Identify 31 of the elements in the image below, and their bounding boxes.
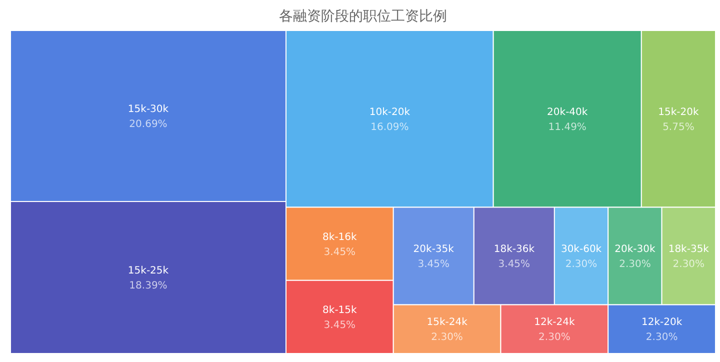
data-label: 20.69%	[129, 119, 168, 130]
data-label: 16.09%	[370, 122, 409, 133]
category-label: 18k-36k	[494, 244, 535, 255]
data-label: 2.30%	[619, 258, 651, 270]
category-label: 20k-35k	[413, 244, 454, 255]
category-label: 12k-20k	[641, 317, 682, 328]
category-label: 8k-16k	[322, 232, 358, 243]
data-label: 5.75%	[662, 122, 694, 133]
category-label: 18k-35k	[668, 244, 710, 255]
data-label: 2.30%	[565, 258, 598, 270]
category-label: 15k-20k	[658, 106, 699, 118]
category-label: 30k-60k	[560, 244, 602, 255]
data-label: 11.49%	[548, 122, 586, 133]
data-label: 3.45%	[324, 246, 356, 258]
data-label: 2.30%	[672, 258, 705, 270]
text: 各融资阶段的职位工资比例	[279, 8, 447, 24]
data-label: 3.45%	[418, 258, 450, 270]
category-label: 20k-30k	[614, 244, 656, 255]
data-label: 3.45%	[498, 258, 530, 270]
category-label: 12k-24k	[534, 317, 575, 328]
category-label: 8k-15k	[322, 304, 358, 316]
category-label: 15k-30k	[128, 104, 169, 115]
category-label: 15k-25k	[128, 266, 169, 276]
data-label: 2.30%	[431, 332, 463, 344]
data-label: 3.45%	[324, 320, 356, 331]
data-label: 2.30%	[538, 332, 570, 344]
category-label: 15k-24k	[426, 317, 468, 328]
category-label: 20k-40k	[547, 106, 588, 118]
category-label: 10k-20k	[369, 106, 410, 118]
data-label: 2.30%	[646, 332, 678, 344]
data-label: 18.39%	[129, 280, 168, 292]
